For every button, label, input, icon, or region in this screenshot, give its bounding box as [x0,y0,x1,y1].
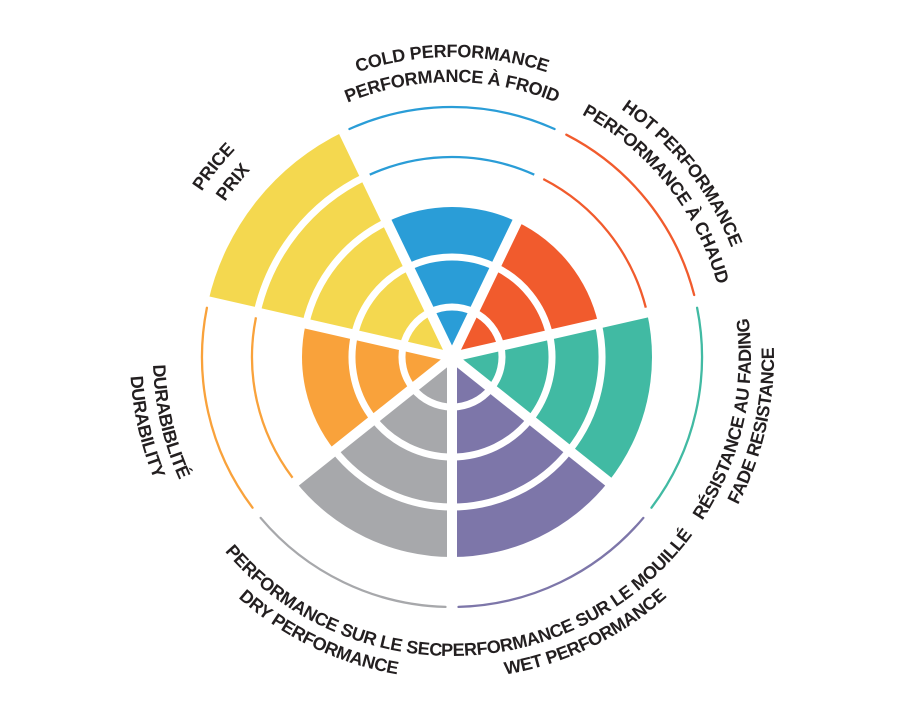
durability-level-arc-5 [200,306,254,509]
wet-performance-wedge [452,357,609,557]
price-ring-divider-4 [253,173,367,314]
cold-performance-level-arc-5 [348,105,556,131]
cold-performance-wedge [386,206,518,357]
price-ring-divider-3 [302,218,389,325]
wet-performance-level-arc-5 [457,516,645,609]
hot-performance-level-arc-4 [542,177,647,309]
sector-separator-line [334,120,457,360]
sector-separator-line [448,353,659,524]
sector-separator-line [450,294,707,362]
sector-separator-line [197,294,454,362]
sector-hot-performance [452,133,696,357]
sector-price [208,131,452,357]
sector-separator-line [245,353,456,524]
hot-performance-label-line1: HOT PERFORMANCE [619,96,747,249]
cold-performance-label-line2: PERFORMANCE À FROID [342,66,563,106]
durability-ring-divider-2 [348,333,377,422]
dry-performance-level-arc-5 [259,516,447,609]
dry-performance-ring-divider-3 [331,448,453,511]
durability-level-arc-4 [250,316,294,479]
fade-resistance-ring-divider-2 [527,333,556,422]
sector-separator-line [447,120,570,360]
price-ring-divider-2 [351,263,411,336]
wet-performance-ring-divider-2 [451,417,533,461]
wet-performance-ring-divider-3 [451,448,573,511]
fade-resistance-level-arc-5 [650,306,704,509]
hot-performance-ring-divider-2 [493,263,553,336]
cold-performance-ring-divider-2 [407,253,497,271]
sector-wet-performance [451,357,645,609]
cold-performance-level-arc-4 [368,155,536,176]
sector-dry-performance [259,357,453,609]
hot-performance-level-arc-5 [565,133,696,297]
price-wedge [208,131,452,357]
fade-resistance-ring-divider-3 [566,322,606,453]
dry-performance-ring-divider-2 [371,417,453,461]
dry-performance-wedge [295,357,452,557]
durability-wedge [302,323,452,451]
